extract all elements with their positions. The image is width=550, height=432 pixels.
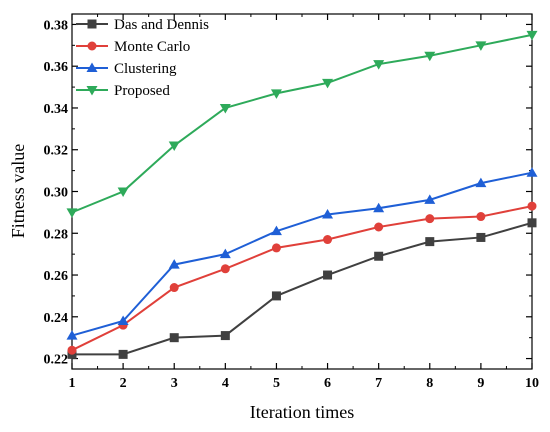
legend-marker-das-and-dennis (87, 19, 97, 29)
legend-label-das-and-dennis: Das and Dennis (114, 17, 209, 33)
data-point-das-and-dennis (271, 291, 281, 301)
data-point-das-and-dennis (425, 237, 435, 247)
legend-item-proposed: Proposed (76, 83, 170, 99)
data-point-clustering (168, 259, 180, 269)
series-proposed (66, 30, 538, 218)
data-point-proposed (117, 187, 129, 197)
data-point-monte-carlo (425, 214, 435, 224)
y-tick-label: 0.34 (44, 102, 69, 117)
series-line-monte-carlo (71, 205, 533, 352)
legend-label-clustering: Clustering (114, 61, 177, 77)
data-point-das-and-dennis (374, 251, 384, 261)
data-point-proposed (168, 141, 180, 152)
y-tick-label: 0.24 (44, 311, 69, 326)
data-point-proposed (66, 208, 78, 218)
legend-marker-clustering (86, 62, 98, 72)
data-point-monte-carlo (374, 222, 384, 232)
x-tick-label: 3 (171, 376, 178, 391)
x-tick-label: 7 (375, 376, 382, 391)
x-axis: 1 2 3 4 5 6 7 8 9 10 (69, 14, 539, 391)
y-tick-label: 0.22 (44, 353, 69, 368)
y-tick-label: 0.30 (44, 186, 69, 201)
data-point-das-and-dennis (118, 349, 128, 359)
data-point-proposed (526, 30, 538, 41)
legend-marker-monte-carlo (87, 41, 97, 51)
data-point-monte-carlo (476, 212, 486, 222)
data-point-clustering (270, 225, 282, 236)
y-tick-label: 0.38 (44, 18, 69, 33)
data-point-das-and-dennis (220, 331, 230, 341)
data-point-das-and-dennis (169, 333, 179, 343)
x-tick-label: 8 (426, 376, 433, 391)
data-point-monte-carlo (169, 283, 179, 293)
x-tick-label: 4 (222, 376, 229, 391)
series-line-clustering (71, 171, 533, 337)
legend: Das and Dennis Monte Carlo Clustering Propo… (76, 17, 209, 99)
data-point-monte-carlo (271, 243, 281, 253)
x-tick-label: 9 (477, 376, 484, 391)
series-line-proposed (71, 33, 533, 214)
x-tick-label: 1 (69, 376, 76, 391)
data-point-clustering (424, 194, 436, 204)
data-point-proposed (475, 41, 487, 51)
x-tick-label: 6 (324, 376, 331, 391)
y-tick-label: 0.26 (44, 269, 69, 284)
legend-item-clustering: Clustering (76, 61, 177, 77)
x-tick-label: 10 (525, 376, 539, 391)
series-das-and-dennis (67, 218, 537, 359)
legend-label-proposed: Proposed (114, 83, 170, 99)
data-point-das-and-dennis (476, 232, 486, 242)
legend-marker-proposed (86, 86, 98, 96)
data-point-das-and-dennis (527, 218, 537, 228)
data-point-proposed (322, 78, 334, 89)
series-monte-carlo (67, 201, 537, 355)
legend-item-das-and-dennis: Das and Dennis (76, 17, 209, 33)
y-tick-label: 0.32 (44, 144, 69, 159)
data-point-clustering (322, 208, 334, 219)
x-axis-title: Iteration times (250, 402, 354, 422)
data-point-proposed (424, 51, 436, 62)
data-point-monte-carlo (323, 235, 333, 245)
plot-area: 0.22 0.24 0.26 0.28 0.30 0.32 0.34 0.36 0.38 1 2 3… (44, 13, 539, 391)
data-point-das-and-dennis (323, 270, 333, 280)
x-tick-label: 5 (273, 376, 280, 391)
data-point-clustering (475, 177, 487, 188)
data-point-clustering (66, 330, 78, 340)
data-point-proposed (270, 89, 282, 99)
y-axis-title: Fitness value (8, 144, 28, 239)
data-point-clustering (526, 167, 538, 177)
data-point-monte-carlo (527, 201, 537, 211)
series-layer (66, 30, 538, 359)
data-point-clustering (117, 315, 129, 325)
data-point-monte-carlo (220, 264, 230, 274)
data-point-monte-carlo (67, 345, 77, 355)
data-point-proposed (373, 60, 385, 70)
x-tick-label: 2 (120, 376, 127, 391)
y-tick-label: 0.28 (44, 227, 69, 242)
legend-item-monte-carlo: Monte Carlo (76, 39, 190, 55)
series-clustering (66, 167, 538, 340)
series-line-das-and-dennis (72, 221, 533, 356)
legend-label-monte-carlo: Monte Carlo (114, 39, 190, 55)
data-point-clustering (373, 202, 385, 213)
data-point-proposed (219, 103, 231, 114)
y-tick-label: 0.36 (44, 60, 69, 75)
data-point-clustering (219, 248, 231, 259)
